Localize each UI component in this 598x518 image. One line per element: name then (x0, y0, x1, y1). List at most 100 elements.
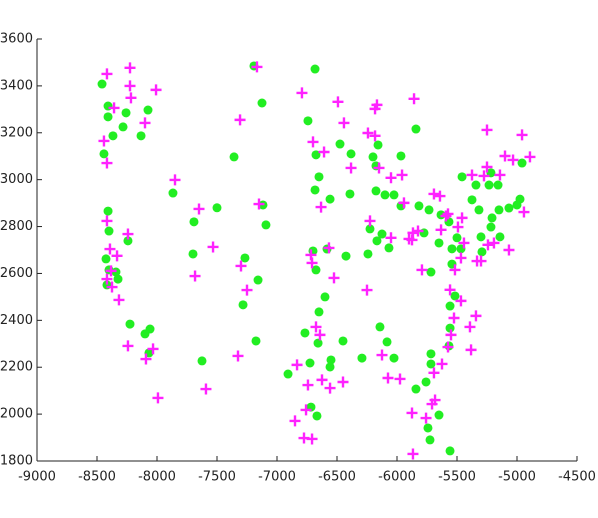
plus-marker (108, 102, 120, 114)
dot-marker (487, 213, 497, 223)
plus-marker (241, 284, 253, 296)
plus-marker (101, 157, 113, 169)
plus-marker (152, 392, 164, 404)
dot-marker (452, 233, 462, 243)
dot-marker (305, 358, 315, 368)
plus-marker (456, 212, 468, 224)
plus-marker (332, 96, 344, 108)
plus-marker (124, 80, 136, 92)
dot-marker (145, 324, 155, 334)
y-tick-label: 2200 (0, 360, 33, 375)
dot-marker (426, 267, 436, 277)
plus-marker (407, 448, 419, 460)
plus-marker (101, 68, 113, 80)
dot-marker (389, 190, 399, 200)
plus-marker (465, 344, 477, 356)
plus-marker (428, 188, 440, 200)
dot-marker (189, 217, 199, 227)
dot-marker (168, 188, 178, 198)
dot-marker (103, 101, 113, 111)
dot-marker (368, 152, 378, 162)
dot-marker (253, 275, 263, 285)
dot-marker (123, 236, 133, 246)
plus-marker (324, 382, 336, 394)
plus-marker (337, 376, 349, 388)
plus-marker (189, 270, 201, 282)
dot-marker (325, 194, 335, 204)
plus-marker (406, 234, 418, 246)
dot-marker (303, 116, 313, 126)
dot-marker (457, 172, 467, 182)
plus-marker (251, 61, 263, 73)
dot-marker (341, 251, 351, 261)
x-tick-label: -5000 (498, 470, 536, 485)
plus-marker (291, 359, 303, 371)
y-tick-label: 3600 (0, 32, 33, 47)
dot-marker (504, 203, 514, 213)
plus-marker (193, 203, 205, 215)
plus-marker (207, 241, 219, 253)
plus-marker (122, 228, 134, 240)
y-tick-label: 2400 (0, 313, 33, 328)
dot-marker (97, 79, 107, 89)
dot-marker (450, 291, 460, 301)
dot-marker (325, 362, 335, 372)
plus-marker (470, 310, 482, 322)
plus-marker (371, 99, 383, 111)
dot-marker (345, 189, 355, 199)
plus-marker (373, 162, 385, 174)
plus-marker (442, 341, 454, 353)
dot-marker (424, 205, 434, 215)
dot-marker (467, 195, 477, 205)
plus-marker (440, 210, 452, 222)
x-tick-label: -9000 (18, 470, 56, 485)
dot-marker (517, 158, 527, 168)
plus-marker (314, 329, 326, 341)
plus-marker (105, 265, 117, 277)
plus-marker (362, 127, 374, 139)
dot-marker (326, 355, 336, 365)
dot-marker (445, 446, 455, 456)
dot-marker (419, 228, 429, 238)
plus-marker (111, 250, 123, 262)
dot-marker (382, 337, 392, 347)
dot-marker (320, 292, 330, 302)
dot-marker (113, 274, 123, 284)
plus-marker (296, 87, 308, 99)
plus-marker (101, 215, 113, 227)
dot-marker (494, 205, 504, 215)
dot-marker (314, 307, 324, 317)
plus-marker (428, 367, 440, 379)
plus-marker (169, 174, 181, 186)
dot-marker (434, 410, 444, 420)
plus-marker (253, 198, 265, 210)
dot-marker (108, 131, 118, 141)
plus-marker (435, 224, 447, 236)
plus-marker (316, 374, 328, 386)
dot-marker (99, 149, 109, 159)
dot-marker (261, 220, 271, 230)
dot-marker (188, 249, 198, 259)
x-tick-label: -6000 (378, 470, 416, 485)
plus-marker (302, 379, 314, 391)
plus-marker (494, 169, 506, 181)
dot-marker (512, 200, 522, 210)
dot-marker (240, 253, 250, 263)
x-tick-label: -4500 (558, 470, 596, 485)
plus-marker (452, 221, 464, 233)
dot-marker (423, 423, 433, 433)
plus-marker (101, 273, 113, 285)
dot-marker (118, 122, 128, 132)
plus-marker (310, 321, 322, 333)
dot-marker (447, 244, 457, 254)
plus-marker (429, 394, 441, 406)
plus-marker (481, 124, 493, 136)
dot-marker (310, 185, 320, 195)
dot-marker (103, 112, 113, 122)
dot-marker (414, 201, 424, 211)
dot-marker (474, 205, 484, 215)
plus-marker (140, 353, 152, 365)
y-tick-label: 3000 (0, 172, 33, 187)
plus-marker (455, 252, 467, 264)
